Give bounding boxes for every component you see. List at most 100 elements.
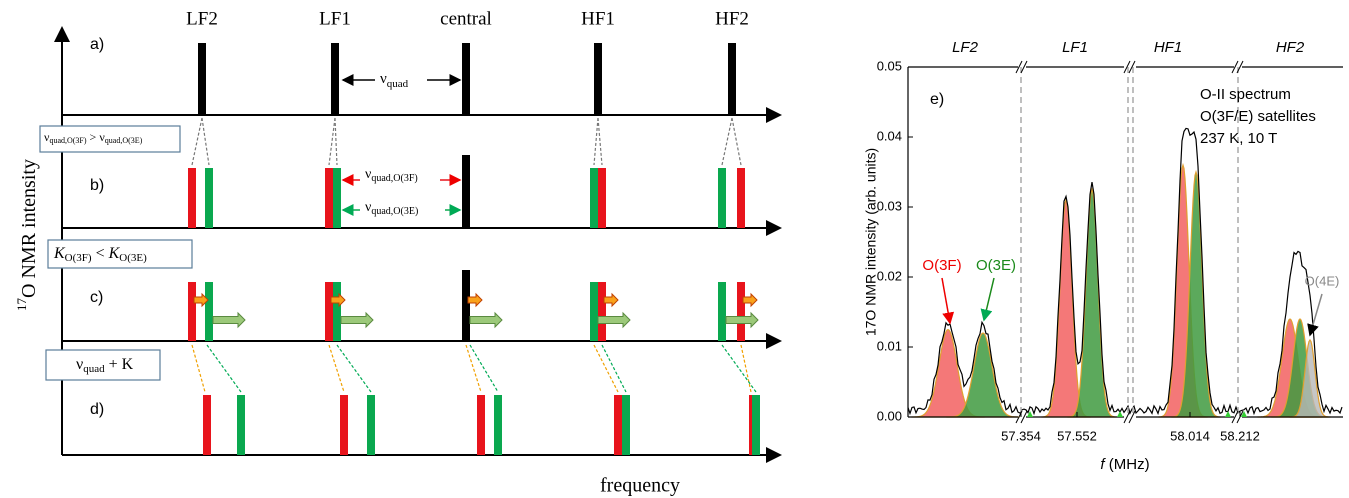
bar bbox=[188, 168, 196, 228]
text-part: quad,O(3F) bbox=[371, 173, 417, 184]
x-tick-label: 58.212 bbox=[1220, 428, 1260, 443]
text-part: f bbox=[1100, 456, 1106, 473]
shift-arrow bbox=[469, 311, 503, 329]
axis-break bbox=[1015, 60, 1023, 74]
connector bbox=[465, 344, 482, 393]
annotation: O(3F/E) satellites bbox=[1200, 108, 1316, 125]
label-bg bbox=[360, 202, 445, 218]
nu-3e-label: νquad,O(3E) bbox=[365, 200, 418, 217]
peak bbox=[1067, 187, 1117, 418]
pointer bbox=[980, 277, 995, 322]
bar bbox=[494, 395, 502, 455]
axis-break bbox=[1020, 60, 1028, 74]
connector bbox=[328, 344, 345, 393]
series-label: O(4E) bbox=[1305, 273, 1340, 288]
peak bbox=[946, 332, 1020, 418]
x-tick-label: 58.014 bbox=[1170, 428, 1210, 443]
bar bbox=[462, 43, 470, 115]
bar bbox=[598, 282, 606, 341]
bar bbox=[367, 395, 375, 455]
text-part: quad,O(3E) bbox=[371, 206, 418, 217]
text-part: > bbox=[87, 130, 100, 144]
bar bbox=[590, 282, 598, 341]
bar bbox=[590, 168, 598, 228]
pointer bbox=[941, 277, 955, 325]
bar bbox=[203, 395, 211, 455]
row-label: b) bbox=[90, 177, 104, 194]
bar bbox=[462, 155, 470, 228]
connector bbox=[201, 117, 210, 166]
connector bbox=[721, 344, 757, 393]
bar bbox=[737, 282, 745, 341]
segment-label: LF2 bbox=[952, 39, 979, 56]
x-axis-label: f (MHz) bbox=[1100, 456, 1149, 473]
bar bbox=[594, 43, 602, 115]
nu-quad-label: νquad bbox=[380, 71, 409, 89]
annotation: 237 K, 10 T bbox=[1200, 130, 1277, 147]
bar bbox=[598, 168, 606, 228]
bar bbox=[462, 270, 470, 341]
condition-d: νquad + K bbox=[76, 356, 134, 375]
shift-arrow bbox=[742, 292, 758, 308]
text-part: quad bbox=[83, 363, 105, 375]
bar bbox=[752, 395, 760, 455]
text-part: ν bbox=[365, 167, 371, 182]
y-tick-label: 0.02 bbox=[877, 268, 902, 283]
condition-box bbox=[47, 239, 193, 269]
segment-label: LF1 bbox=[1062, 39, 1088, 56]
bar bbox=[333, 282, 341, 341]
connector bbox=[731, 117, 742, 166]
shift-arrow bbox=[330, 292, 346, 308]
text-part: < bbox=[92, 245, 109, 262]
spectrum-trace bbox=[907, 127, 1343, 416]
connector bbox=[740, 344, 752, 393]
series-label: O(3F) bbox=[922, 257, 961, 274]
segment-label: HF2 bbox=[1276, 39, 1305, 56]
text-part: ν bbox=[44, 130, 50, 144]
column-label: HF2 bbox=[715, 8, 749, 29]
connector bbox=[593, 117, 599, 166]
label-bg bbox=[360, 168, 440, 184]
pointer bbox=[1307, 293, 1323, 337]
text-part: 17 bbox=[14, 297, 29, 311]
text-part: ν bbox=[99, 130, 105, 144]
bar bbox=[340, 395, 348, 455]
bar bbox=[205, 168, 213, 228]
text-part: K bbox=[108, 245, 121, 262]
column-label: LF2 bbox=[186, 8, 218, 29]
text-part: + K bbox=[105, 356, 134, 373]
row-label: c) bbox=[90, 289, 103, 306]
annotation: O-II spectrum bbox=[1200, 86, 1291, 103]
shift-arrow bbox=[467, 292, 483, 308]
axis-break bbox=[1123, 60, 1131, 74]
nu-3f-label: νquad,O(3F) bbox=[365, 167, 418, 184]
condition-c: KO(3F) < KO(3E) bbox=[53, 245, 147, 264]
bar bbox=[325, 282, 333, 341]
text-part: O(3F) bbox=[65, 252, 92, 264]
bar bbox=[614, 395, 622, 455]
y-tick-label: 0.00 bbox=[877, 408, 902, 423]
bar bbox=[749, 395, 752, 455]
axis-break bbox=[1123, 410, 1131, 424]
bar bbox=[728, 43, 736, 115]
connector bbox=[593, 344, 619, 393]
text-part: ν bbox=[380, 71, 387, 87]
bar bbox=[477, 395, 485, 455]
peak bbox=[1289, 338, 1331, 418]
break-mark bbox=[1027, 411, 1033, 417]
bar bbox=[198, 43, 206, 115]
condition-box bbox=[45, 349, 161, 381]
axis-break bbox=[1128, 410, 1136, 424]
text-part: quad,O(3F) bbox=[49, 136, 86, 145]
shift-arrow bbox=[340, 311, 374, 329]
y-tick-label: 0.03 bbox=[877, 198, 902, 213]
column-label: central bbox=[440, 8, 492, 29]
x-tick-label: 57.552 bbox=[1057, 428, 1097, 443]
label-bg bbox=[375, 70, 427, 90]
bar bbox=[737, 168, 745, 228]
break-mark bbox=[1241, 411, 1247, 417]
connector bbox=[469, 344, 499, 393]
column-label: LF1 bbox=[319, 8, 351, 29]
text-part: (MHz) bbox=[1105, 456, 1150, 473]
